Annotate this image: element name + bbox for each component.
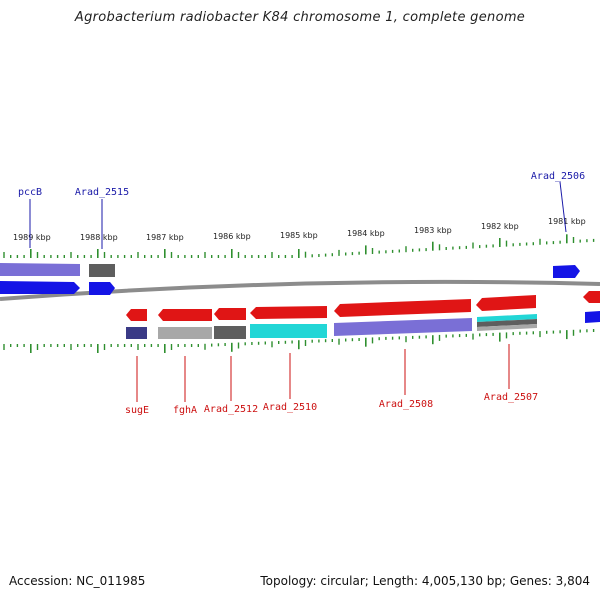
arad2506-leader xyxy=(559,181,567,233)
arad2510-cog-bar[interactable] xyxy=(250,324,327,338)
arad2512-cog-bar[interactable] xyxy=(214,326,246,339)
topology-text: Topology: circular; Length: 4,005,130 bp… xyxy=(260,574,590,588)
gene-label-arad2506[interactable]: Arad_2506 xyxy=(531,171,585,182)
ruler-labels: 1989 kbp 1988 kbp 1987 kbp 1986 kbp 1985… xyxy=(13,217,586,242)
ruler-label-1982: 1982 kbp xyxy=(481,222,519,231)
reverse-strand-genes xyxy=(126,291,600,339)
arad2507-cog-cyan[interactable] xyxy=(477,314,537,322)
gene-label-arad2515[interactable]: Arad_2515 xyxy=(75,187,129,198)
edge-reverse-gene-arrow[interactable] xyxy=(583,291,600,303)
arad2508-gene-arrow[interactable] xyxy=(334,299,471,317)
genome-backbone xyxy=(0,279,600,301)
ruler-label-1986: 1986 kbp xyxy=(213,232,251,241)
map-title: Agrobacterium radiobacter K84 chromosome… xyxy=(74,10,526,25)
gene-label-sugE[interactable]: sugE xyxy=(125,405,149,416)
ruler-label-1989: 1989 kbp xyxy=(13,233,51,242)
fghA-cog-bar[interactable] xyxy=(158,327,212,339)
ruler-label-1987: 1987 kbp xyxy=(146,233,184,242)
arad2507-cog-gray[interactable] xyxy=(477,319,537,327)
arad2515-cog-bar[interactable] xyxy=(89,264,115,277)
arad2507-gene-arrow[interactable] xyxy=(476,295,536,311)
label-leaders xyxy=(29,181,567,402)
arad2510-gene-arrow[interactable] xyxy=(250,306,327,319)
upper-ruler xyxy=(3,234,595,258)
gene-label-arad2507[interactable]: Arad_2507 xyxy=(484,392,538,403)
sugE-gene-arrow[interactable] xyxy=(126,309,147,321)
sugE-cog-bar[interactable] xyxy=(126,327,147,339)
gene-label-arad2508[interactable]: Arad_2508 xyxy=(379,399,433,410)
ruler-label-1984: 1984 kbp xyxy=(347,229,385,238)
lower-ruler xyxy=(3,329,595,353)
arad2512-gene-arrow[interactable] xyxy=(214,308,246,320)
arad2507-cog-lightgray[interactable] xyxy=(477,324,537,331)
forward-strand-genes xyxy=(0,263,600,323)
ruler-label-1981: 1981 kbp xyxy=(548,217,586,226)
arad2506-gene-arrow[interactable] xyxy=(553,265,580,278)
gene-label-pccB[interactable]: pccB xyxy=(18,187,42,198)
gene-label-arad2512[interactable]: Arad_2512 xyxy=(204,404,258,415)
fghA-gene-arrow[interactable] xyxy=(158,309,212,321)
gene-label-fghA[interactable]: fghA xyxy=(173,405,197,416)
edge-forward-gene-arrow[interactable] xyxy=(585,311,600,323)
gene-labels: pccB Arad_2515 Arad_2506 sugE fghA Arad_… xyxy=(18,171,585,416)
accession-text: Accession: NC_011985 xyxy=(9,574,146,588)
ruler-label-1985: 1985 kbp xyxy=(280,231,318,240)
gene-label-arad2510[interactable]: Arad_2510 xyxy=(263,402,317,413)
arad2515-gene-arrow[interactable] xyxy=(89,282,115,295)
pccB-cog-bar[interactable] xyxy=(0,263,80,276)
arad2508-cog-bar[interactable] xyxy=(334,318,472,336)
ruler-label-1983: 1983 kbp xyxy=(414,226,452,235)
ruler-label-1988: 1988 kbp xyxy=(80,233,118,242)
pccB-gene-arrow[interactable] xyxy=(0,281,80,294)
